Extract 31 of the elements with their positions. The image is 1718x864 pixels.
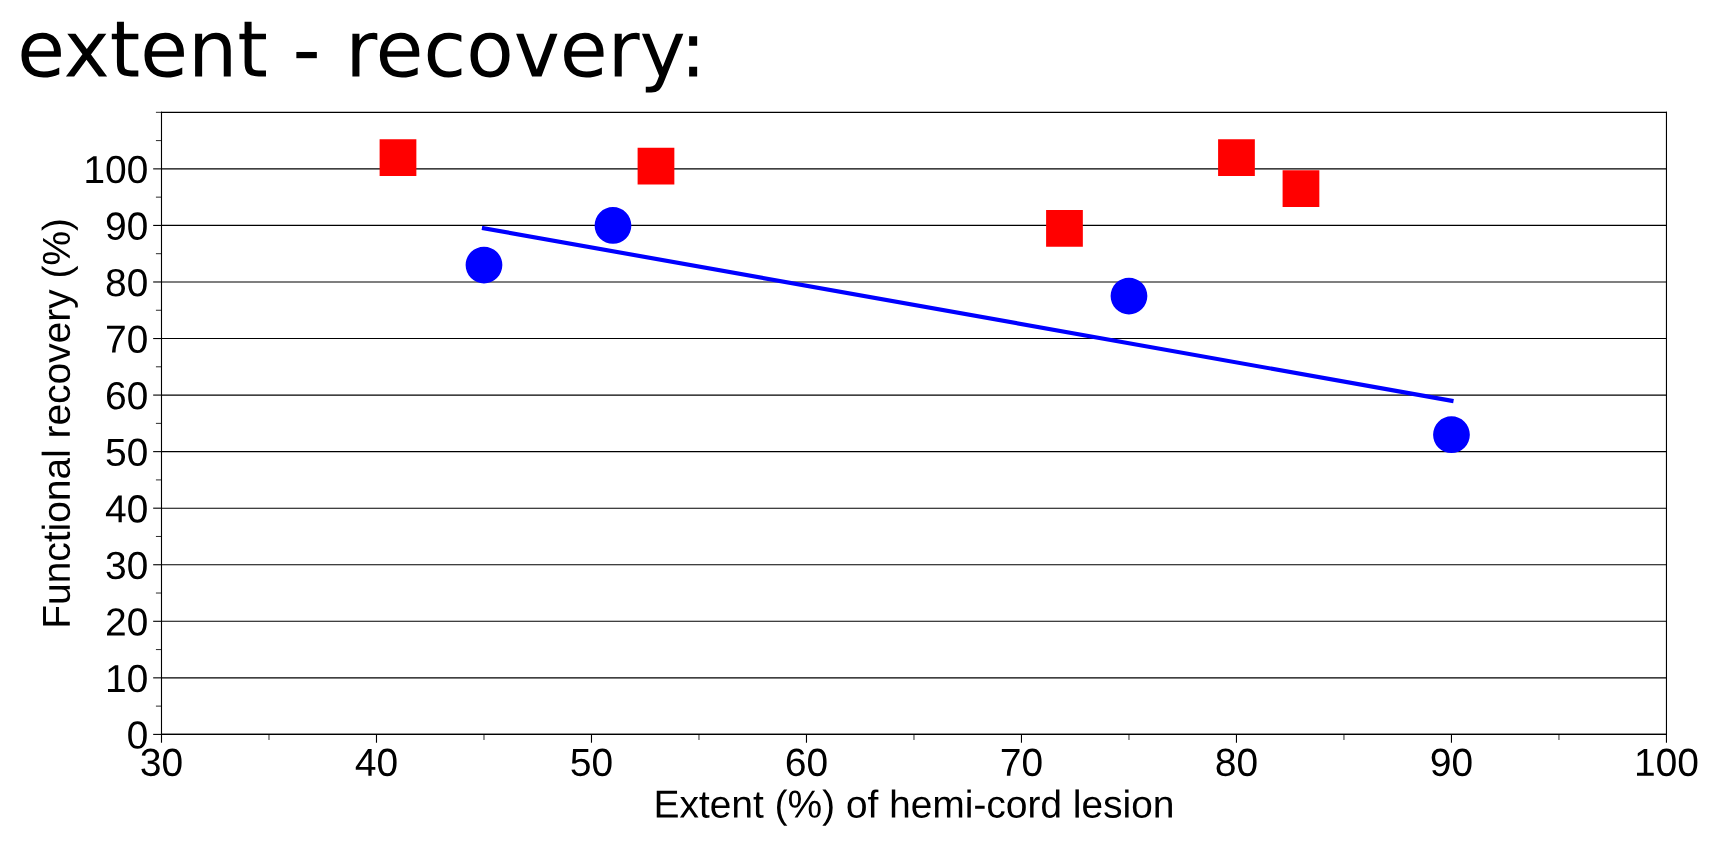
- point: [1282, 170, 1320, 208]
- y-tick-label: 40: [105, 495, 147, 523]
- point: [379, 139, 417, 176]
- y-tick-label: 100: [86, 155, 147, 184]
- point: [465, 246, 503, 284]
- x-axis-title: Extent (%) of hemi-cord lesion: [656, 789, 1172, 826]
- x-tick-label: 40: [355, 748, 397, 777]
- point: [1218, 139, 1255, 176]
- point: [1433, 416, 1470, 454]
- x-tick-label: 70: [1001, 748, 1042, 777]
- y-tick-label: 30: [106, 551, 147, 580]
- x-tick-label: 100: [1636, 748, 1698, 777]
- x-tick-label: 30: [141, 748, 182, 777]
- point: [594, 207, 632, 244]
- y-tick-label: 70: [107, 325, 147, 353]
- chart-title: extent - recovery:: [21, 21, 698, 93]
- y-axis-title: Functional recovery (%): [41, 220, 78, 626]
- point: [637, 147, 675, 185]
- y-tick-label: 60: [107, 382, 147, 410]
- point: [1110, 277, 1148, 315]
- y-tick-label: 10: [108, 664, 147, 693]
- x-tick-label: 50: [571, 748, 612, 777]
- point: [1046, 209, 1083, 247]
- y-tick-label: 90: [106, 212, 147, 240]
- x-tick-label: 60: [786, 748, 827, 777]
- y-tick-label: 50: [106, 438, 147, 467]
- y-tick-label: 0: [128, 721, 147, 749]
- x-tick-label: 90: [1431, 748, 1472, 777]
- x-tick-label: 80: [1216, 748, 1257, 777]
- y-tick-label: 20: [107, 608, 147, 636]
- y-tick-label: 80: [106, 268, 147, 297]
